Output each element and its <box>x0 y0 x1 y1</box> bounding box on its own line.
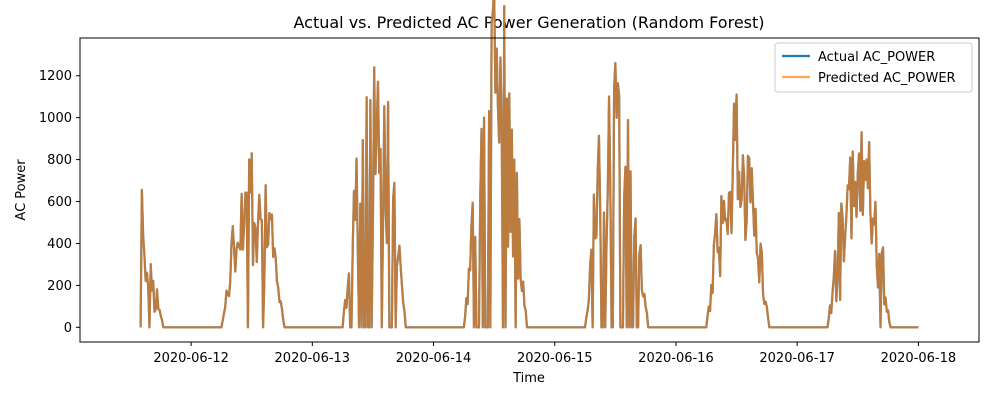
y-tick-label: 800 <box>47 153 72 168</box>
x-tick-label: 2020-06-16 <box>638 351 714 366</box>
legend-box <box>774 42 973 93</box>
y-tick-label: 0 <box>64 321 72 336</box>
plot-frame <box>79 37 980 343</box>
x-tick-label: 2020-06-18 <box>881 351 957 366</box>
series-line-predicted <box>139 0 919 329</box>
y-tick-label: 1000 <box>39 111 72 126</box>
plot-area <box>139 0 919 329</box>
chart-title: Actual vs. Predicted AC Power Generation… <box>293 13 764 32</box>
y-axis: 0 200 400 600 800 1000 1200 <box>39 69 80 336</box>
x-tick-label: 2020-06-13 <box>275 351 351 366</box>
x-tick-label: 2020-06-17 <box>759 351 835 366</box>
x-tick-label: 2020-06-15 <box>517 351 593 366</box>
legend-label-actual: Actual AC_POWER <box>818 50 935 65</box>
y-tick-label: 600 <box>47 195 72 210</box>
y-tick-label: 1200 <box>39 69 72 84</box>
y-tick-label: 400 <box>47 237 72 252</box>
x-tick-label: 2020-06-14 <box>396 351 472 366</box>
x-tick-label: 2020-06-12 <box>153 351 229 366</box>
legend-label-predicted: Predicted AC_POWER <box>818 71 956 86</box>
x-axis-label: Time <box>512 371 545 386</box>
x-axis: 2020-06-12 2020-06-13 2020-06-14 2020-06-15… <box>153 342 956 366</box>
y-axis-label: AC Power <box>14 159 29 221</box>
legend: Actual AC_POWER Predicted AC_POWER <box>774 42 973 93</box>
y-tick-label: 200 <box>47 279 72 294</box>
